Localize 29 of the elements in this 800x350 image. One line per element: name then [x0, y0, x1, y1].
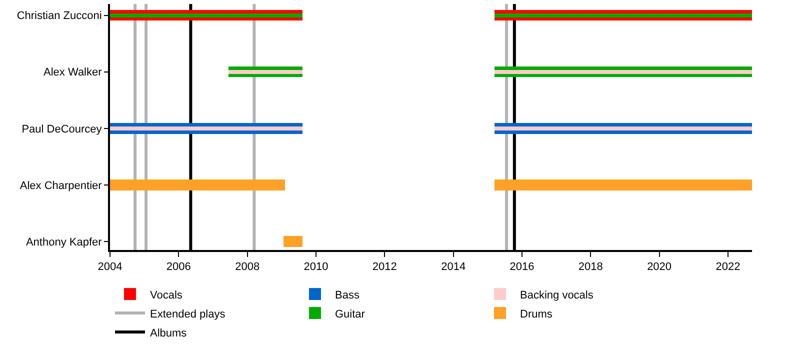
bar [283, 236, 302, 247]
x-tick-label: 2008 [235, 261, 260, 274]
y-tick-label: Paul DeCourcey [22, 123, 102, 136]
bar [494, 70, 752, 74]
legend-label: Guitar [335, 308, 366, 320]
bar [228, 70, 302, 74]
bar [110, 180, 286, 190]
x-tick-label: 2012 [372, 261, 397, 274]
legend-label: Albums [150, 327, 188, 340]
y-tick-label: Alex Charpentier [20, 180, 102, 192]
legend-label: Vocals [150, 289, 183, 302]
bar [494, 126, 752, 130]
x-tick-label: 2010 [304, 261, 328, 274]
x-tick-label: 2022 [716, 261, 740, 274]
bar [494, 180, 752, 190]
x-tick-label: 2016 [510, 261, 534, 274]
legend-label: Extended plays [150, 308, 226, 320]
x-tick-label: 2004 [98, 261, 122, 274]
x-tick-label: 2020 [647, 261, 672, 274]
x-tick-label: 2006 [166, 261, 191, 274]
legend-label: Bass [335, 289, 360, 302]
y-tick-label: Alex Walker [44, 66, 102, 79]
legend-label: Backing vocals [520, 289, 594, 302]
y-tick-label: Christian Zucconi [16, 10, 102, 22]
legend-label: Drums [520, 308, 553, 320]
y-tick-label: Anthony Kapfer [26, 236, 102, 248]
bar [110, 126, 302, 130]
x-tick-label: 2018 [578, 261, 603, 274]
x-tick-label: 2014 [441, 261, 466, 274]
